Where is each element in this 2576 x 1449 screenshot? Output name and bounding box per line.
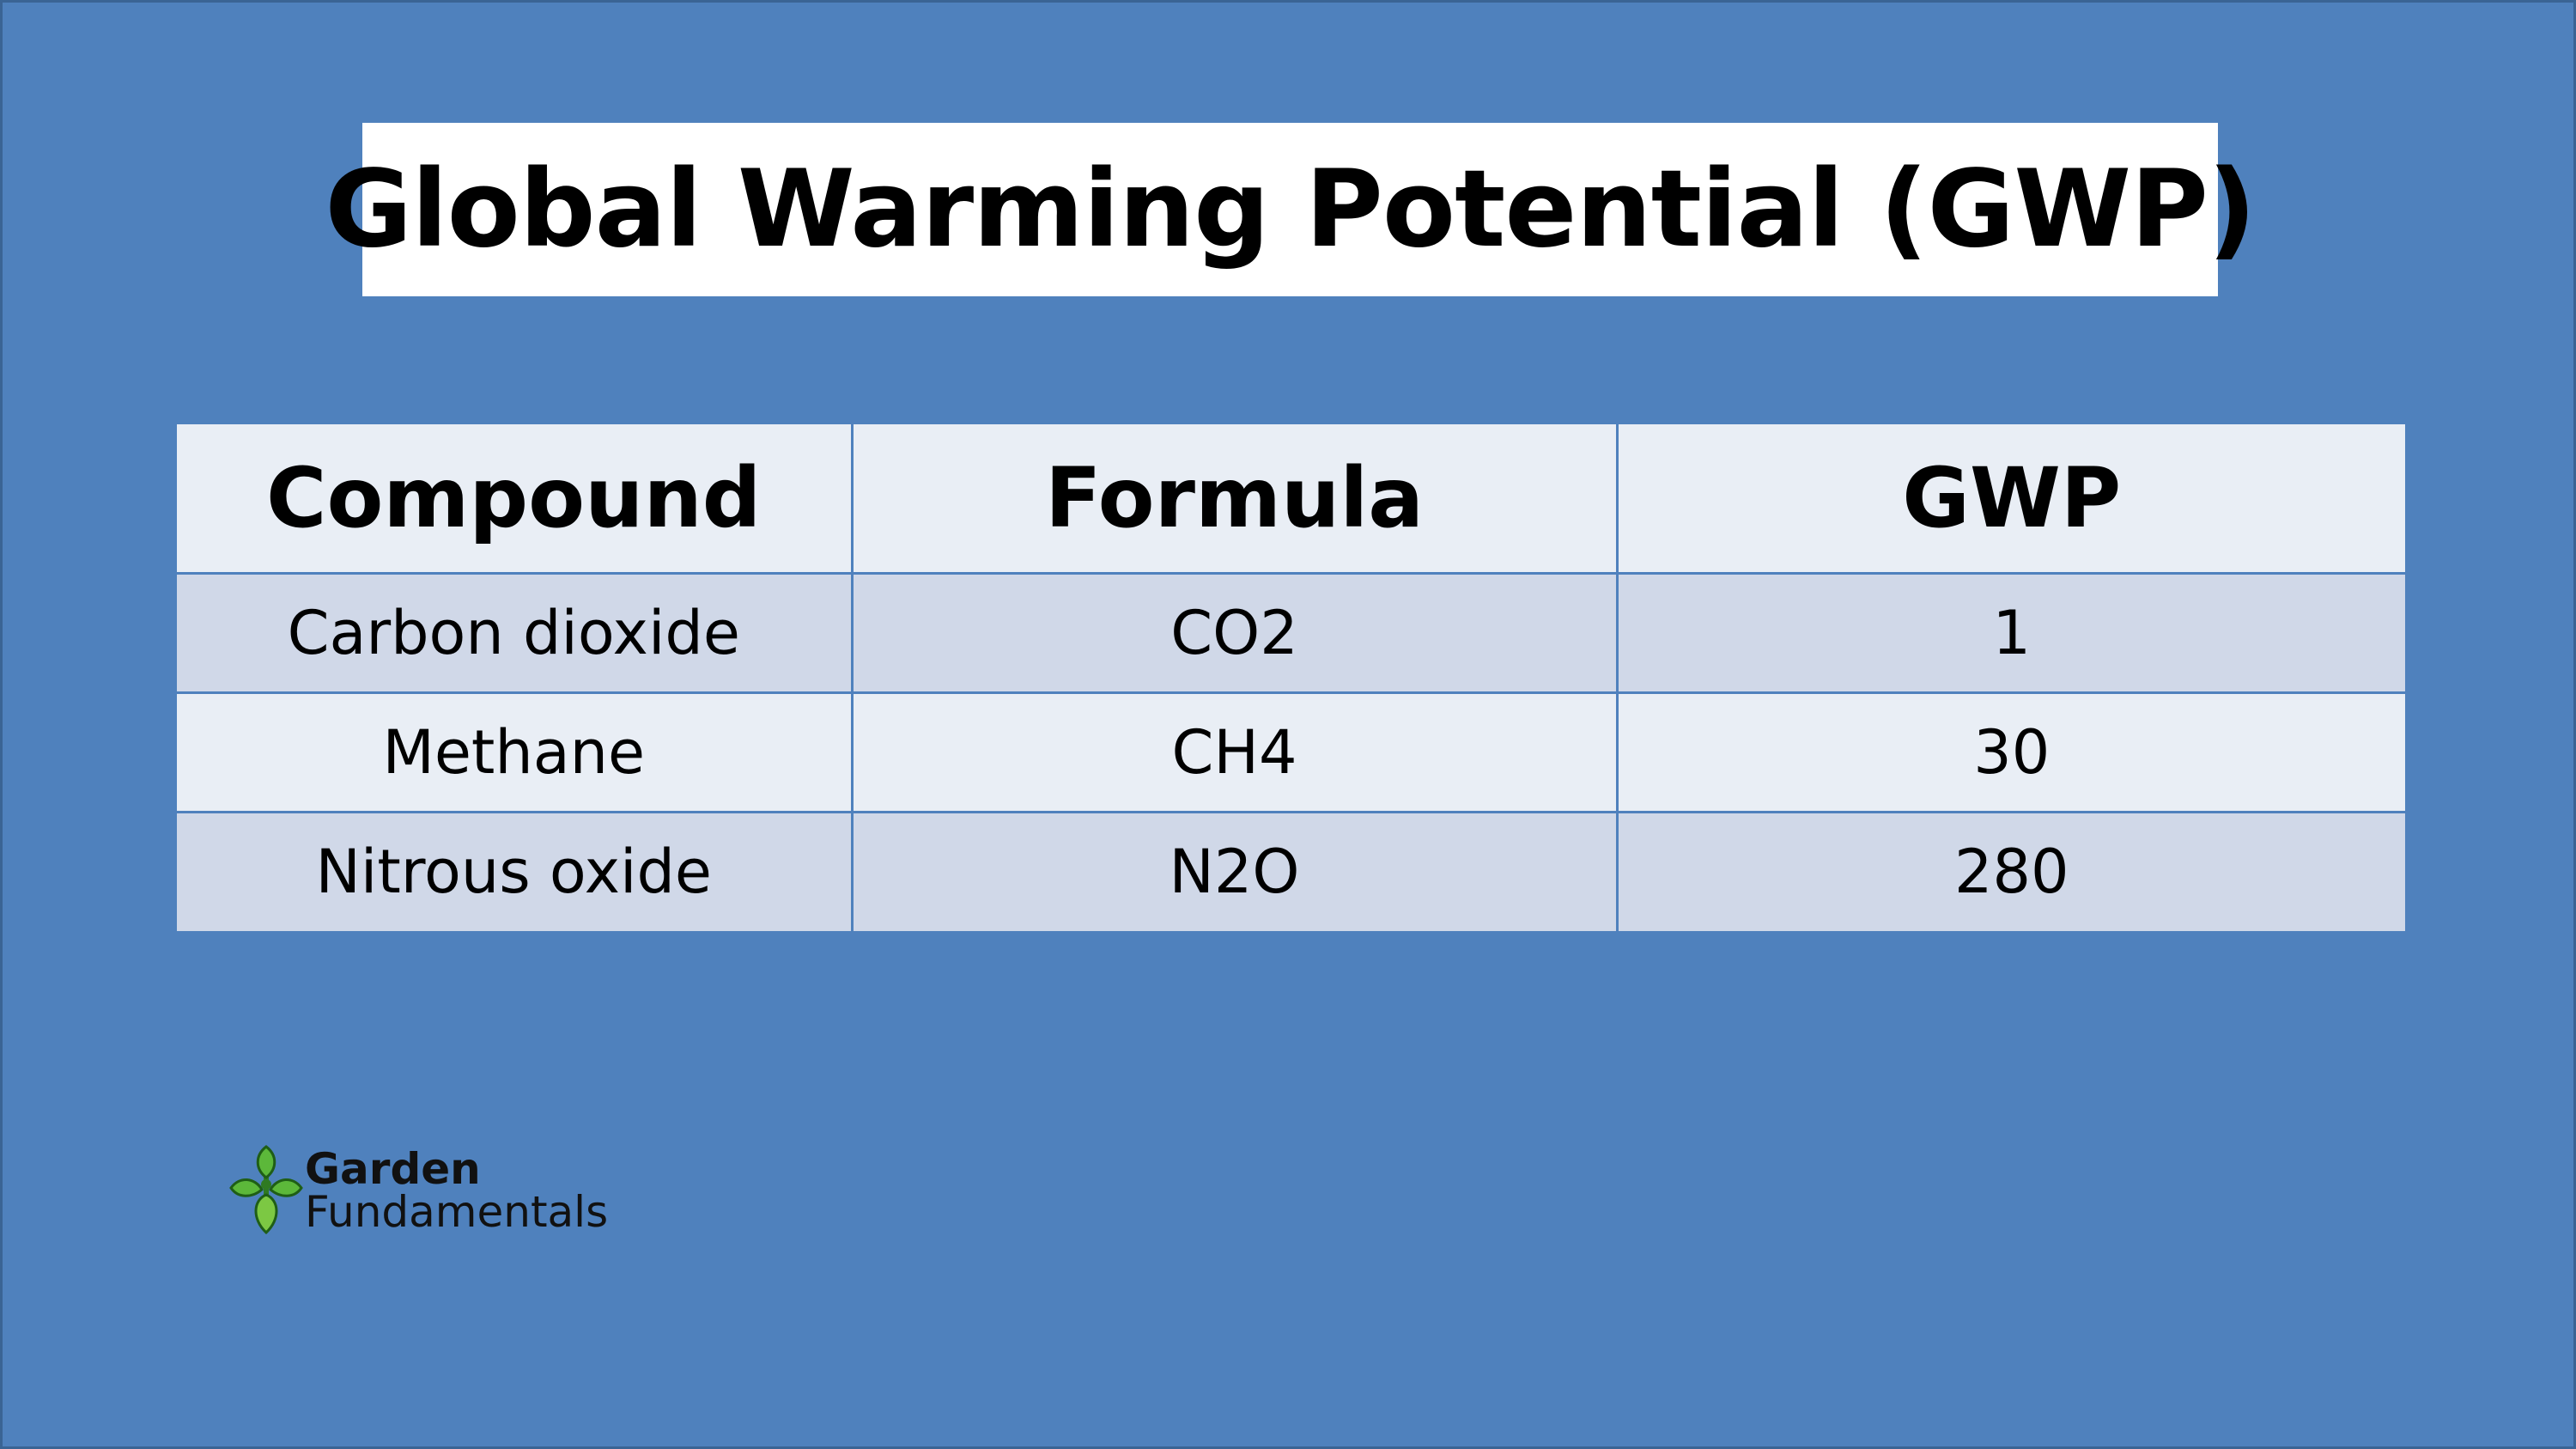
logo-text: Garden Fundamentals (305, 1148, 608, 1233)
compound-cell: Methane (177, 691, 854, 813)
logo-text-garden: Garden (305, 1144, 481, 1194)
gwp-cell: 30 (1615, 691, 2405, 813)
column-header-gwp: GWP (1615, 424, 2405, 575)
page-title: Global Warming Potential (GWP) (325, 148, 2256, 271)
formula-cell: CH4 (850, 691, 1619, 813)
table-row: Carbon dioxide CO2 1 (177, 571, 2405, 694)
formula-cell: CO2 (850, 571, 1619, 694)
formula-cell: N2O (850, 810, 1619, 931)
title-box: Global Warming Potential (GWP) (325, 123, 2257, 296)
gwp-table: Compound Formula GWP Carbon dioxide CO2 … (177, 424, 2405, 931)
garden-fundamentals-logo: Garden Fundamentals (228, 1143, 608, 1238)
gwp-cell: 1 (1615, 571, 2405, 694)
table-row: Nitrous oxide N2O 280 (177, 810, 2405, 931)
table-header-row: Compound Formula GWP (177, 424, 2405, 575)
logo-text-fundamentals: Fundamentals (305, 1187, 609, 1237)
garden-leaf-logo-icon (229, 1145, 303, 1235)
column-header-formula: Formula (850, 424, 1619, 575)
compound-cell: Carbon dioxide (177, 571, 854, 694)
gwp-cell: 280 (1615, 810, 2405, 931)
compound-cell: Nitrous oxide (177, 810, 854, 931)
column-header-compound: Compound (177, 424, 854, 575)
table-row: Methane CH4 30 (177, 691, 2405, 813)
